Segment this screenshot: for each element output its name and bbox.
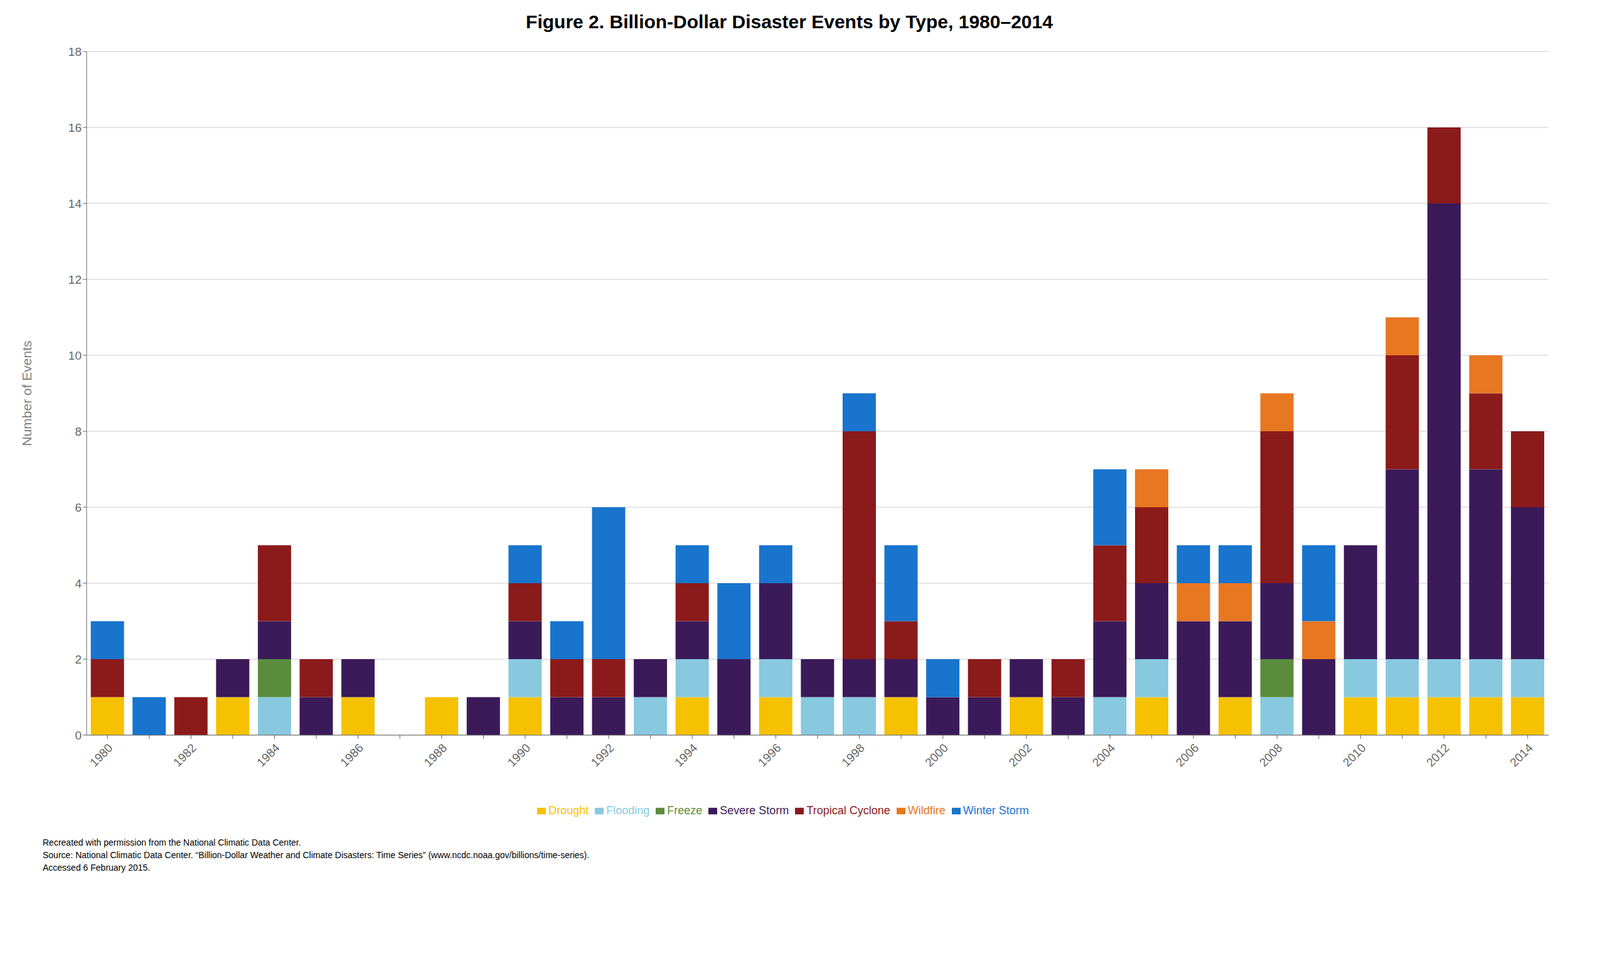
svg-text:1992: 1992 xyxy=(588,741,617,770)
svg-text:2008: 2008 xyxy=(1256,741,1286,770)
svg-text:1990: 1990 xyxy=(505,741,534,770)
svg-text:18: 18 xyxy=(68,45,82,59)
svg-text:2004: 2004 xyxy=(1089,740,1119,769)
html-text:Wildfire: Wildfire xyxy=(907,803,946,817)
svg-text:16: 16 xyxy=(68,121,82,135)
svg-text:2012: 2012 xyxy=(1423,741,1452,770)
svg-text:2002: 2002 xyxy=(1005,741,1035,770)
svg-text:1996: 1996 xyxy=(755,741,784,770)
html-text:Winter Storm: Winter Storm xyxy=(963,803,1029,817)
svg-text:1994: 1994 xyxy=(672,740,701,769)
svg-text:2000: 2000 xyxy=(922,741,951,770)
html-text:Figure 2. Billion-Dollar Disas: Figure 2. Billion-Dollar Disaster Events… xyxy=(525,11,1053,32)
svg-text:4: 4 xyxy=(74,576,82,590)
svg-text:2: 2 xyxy=(74,652,82,666)
html-text:Recreated with permission from: Recreated with permission from the Natio… xyxy=(42,837,301,848)
svg-text:0: 0 xyxy=(74,728,82,742)
svg-text:2006: 2006 xyxy=(1173,741,1202,770)
svg-text:14: 14 xyxy=(68,197,83,211)
svg-text:1980: 1980 xyxy=(87,741,116,770)
svg-text:6: 6 xyxy=(74,500,82,514)
svg-text:2014: 2014 xyxy=(1507,740,1536,769)
svg-text:1988: 1988 xyxy=(421,741,450,770)
svg-text:10: 10 xyxy=(68,348,82,363)
html-text:Tropical Cyclone: Tropical Cyclone xyxy=(806,803,891,817)
svg-text:Number of Events: Number of Events xyxy=(19,340,34,446)
html-text:Drought: Drought xyxy=(548,803,589,817)
svg-text:12: 12 xyxy=(68,272,82,287)
svg-text:1998: 1998 xyxy=(838,741,868,770)
html-text:Severe Storm: Severe Storm xyxy=(719,803,789,817)
html-text:Source: National Climatic Data: Source: National Climatic Data Center. “… xyxy=(42,849,590,860)
html-text:Flooding: Flooding xyxy=(606,803,650,817)
html-text:Accessed 6 February 2015.: Accessed 6 February 2015. xyxy=(42,862,151,873)
svg-text:8: 8 xyxy=(74,424,82,438)
svg-text:2010: 2010 xyxy=(1340,741,1369,770)
svg-text:1984: 1984 xyxy=(254,740,283,769)
svg-text:1986: 1986 xyxy=(337,741,366,770)
html-text:Freeze: Freeze xyxy=(667,803,703,817)
svg-text:1982: 1982 xyxy=(170,741,199,770)
